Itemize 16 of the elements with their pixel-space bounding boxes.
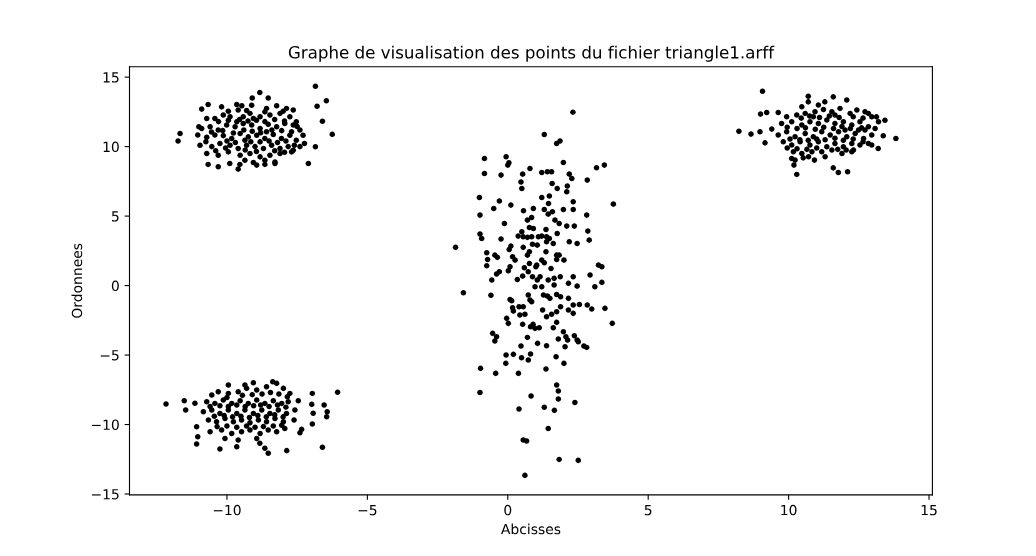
x-axis-title: Abcisses — [501, 523, 561, 535]
chart-title: Graphe de visualisation des points du fichier triangle1.arff — [288, 45, 775, 62]
x-tick-label: 10 — [781, 504, 797, 516]
y-tick-label: 15 — [103, 72, 119, 83]
y-axis-title: Ordonnees — [71, 243, 83, 318]
y-tick-label: −10 — [91, 419, 119, 430]
x-tick-label: 0 — [504, 504, 512, 516]
x-tick-label: −10 — [213, 504, 241, 516]
y-tick-label: −15 — [91, 489, 119, 500]
y-tick-label: 10 — [103, 141, 119, 153]
x-tick-label: 15 — [921, 504, 937, 516]
y-tick-label: 5 — [112, 211, 119, 222]
y-tick-label: −5 — [100, 350, 119, 361]
y-tick-label: 0 — [111, 280, 119, 292]
x-tick-label: −5 — [358, 504, 377, 516]
x-tick-label: 5 — [644, 504, 652, 516]
